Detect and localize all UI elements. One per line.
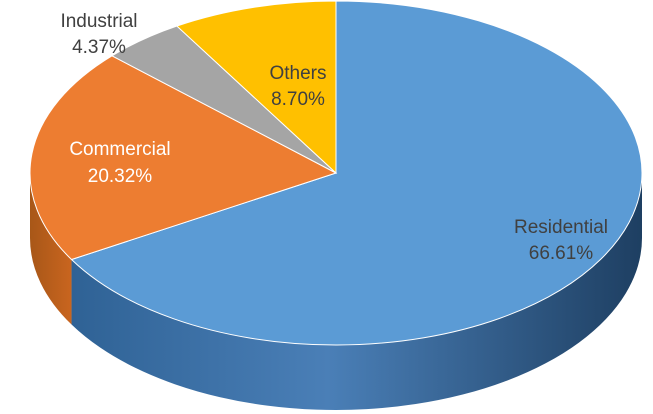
label-residential-value: 66.61%: [529, 243, 594, 264]
label-commercial-value: 20.32%: [88, 166, 153, 187]
label-commercial-name: Commercial: [69, 139, 170, 160]
slice-side-commercial: [30, 173, 72, 325]
label-residential-name: Residential: [514, 217, 608, 238]
label-others-value: 8.70%: [271, 89, 325, 110]
label-industrial-name: Industrial: [60, 11, 137, 32]
slice-residential: [70, 0, 643, 346]
slice-others: [175, 0, 337, 175]
label-industrial-value: 4.37%: [72, 37, 126, 58]
slice-side-residential: [71, 173, 643, 411]
label-others-name: Others: [269, 63, 326, 84]
slice-commercial: [29, 55, 338, 261]
